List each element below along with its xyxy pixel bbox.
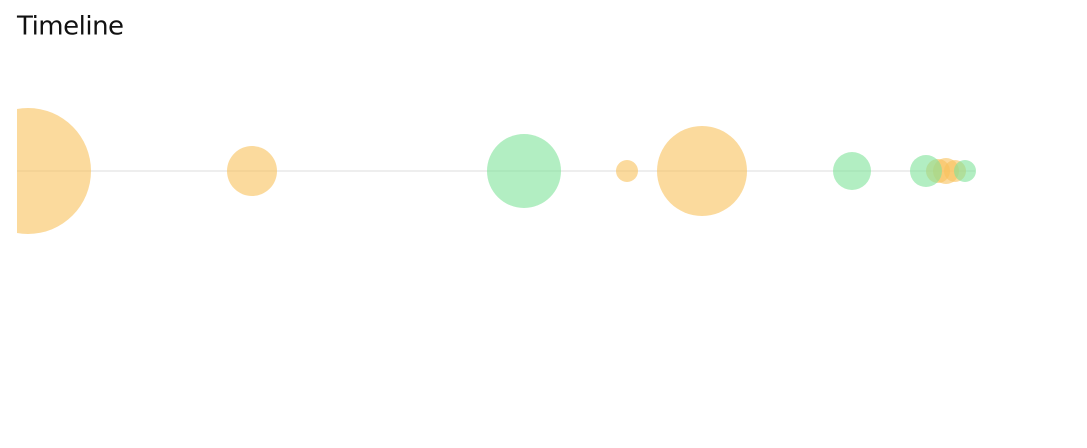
bubble xyxy=(910,155,942,187)
bubble xyxy=(227,146,277,196)
bubble xyxy=(833,152,871,190)
bubble xyxy=(657,126,747,216)
bubble xyxy=(17,108,91,234)
bubbles xyxy=(17,108,976,234)
bubble xyxy=(954,160,976,182)
bubble xyxy=(616,160,638,182)
bubble xyxy=(487,134,561,208)
chart-title: Timeline xyxy=(16,12,124,42)
